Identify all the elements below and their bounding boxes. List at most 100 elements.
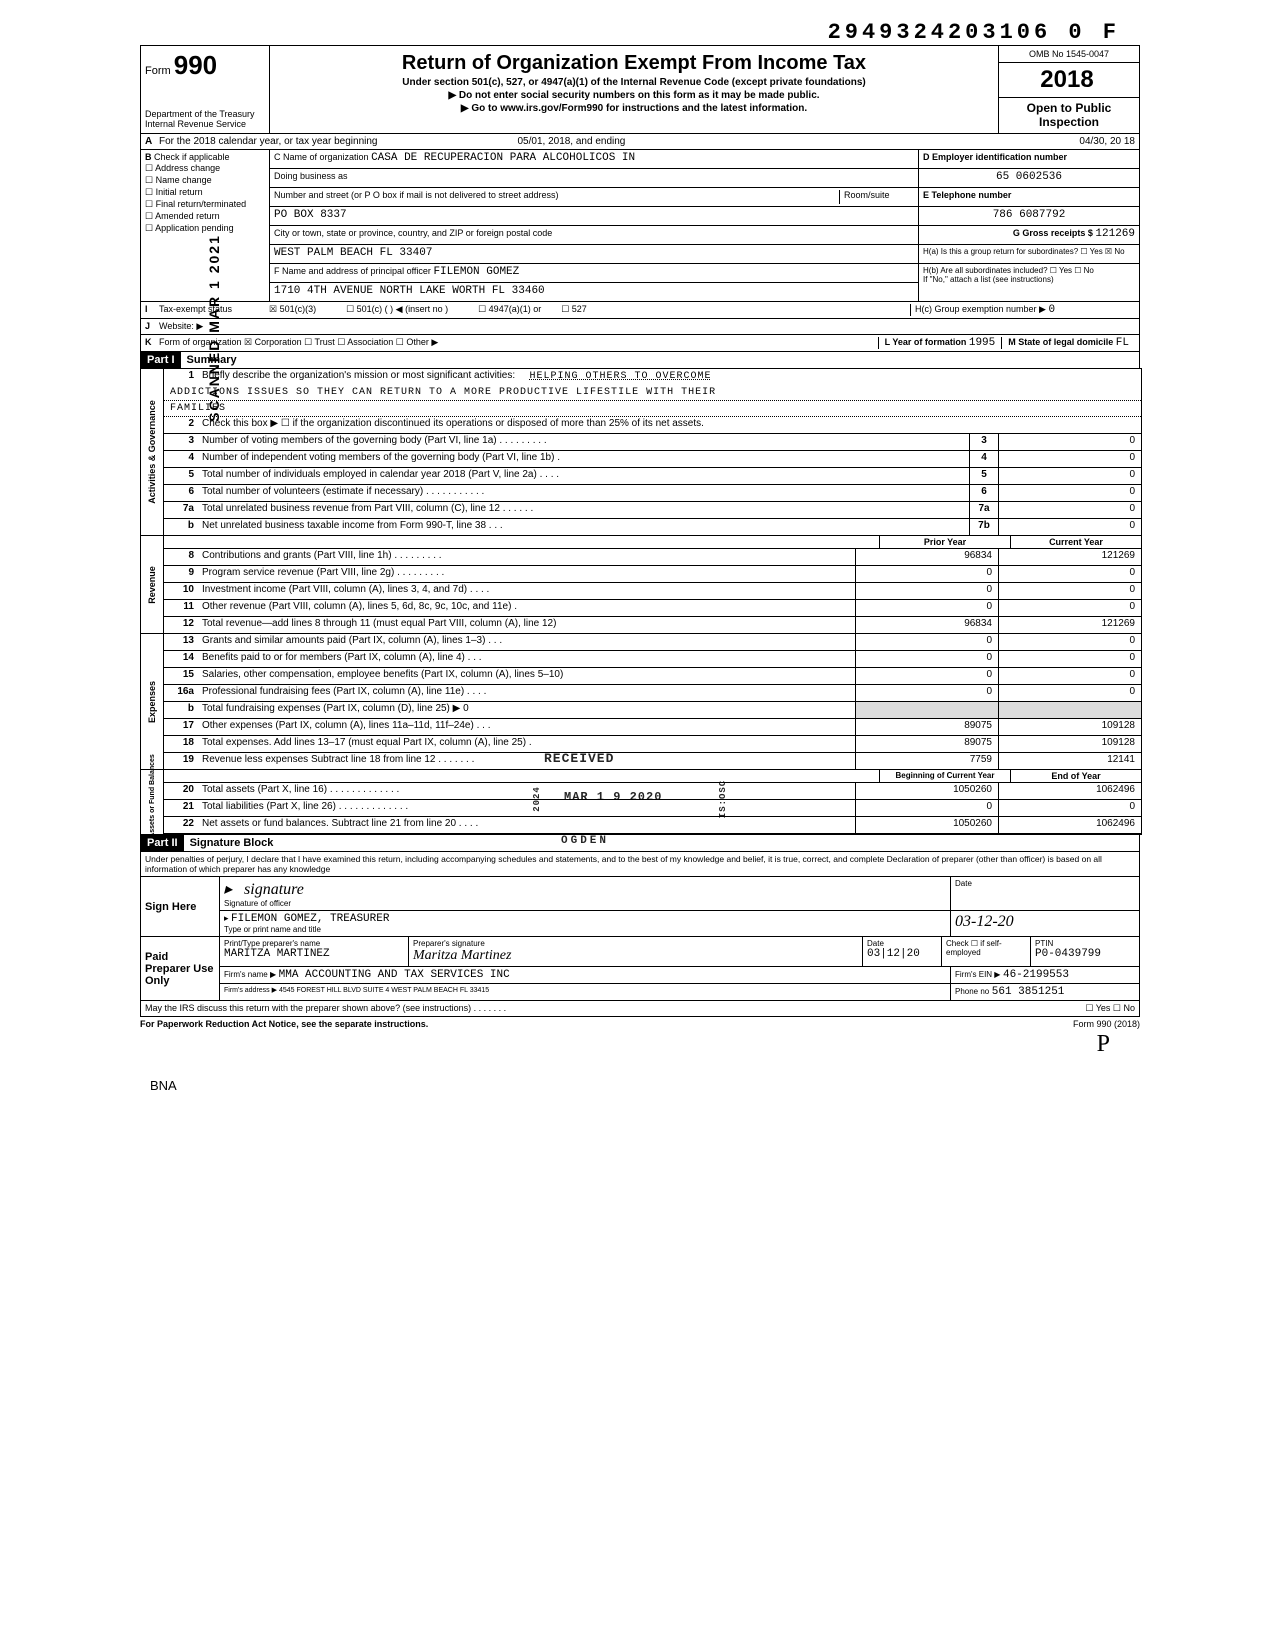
discuss-yn[interactable]: ☐ Yes ☐ No bbox=[1085, 1003, 1135, 1014]
line-19-prior: 7759 bbox=[855, 753, 998, 769]
line-16b-curr bbox=[998, 702, 1141, 718]
hc-value: 0 bbox=[1049, 304, 1056, 316]
line-8-prior: 96834 bbox=[855, 549, 998, 565]
side-expenses: Expenses bbox=[147, 680, 157, 722]
label-i: I bbox=[145, 304, 159, 316]
l-label: L Year of formation bbox=[885, 337, 967, 347]
opt-501c3[interactable]: ☒ 501(c)(3) bbox=[269, 304, 316, 316]
prep-name: MARITZA MARTINEZ bbox=[224, 948, 404, 960]
check-if-self: Check ☐ if self-employed bbox=[942, 937, 1031, 966]
street-label: Number and street (or P O box if mail is… bbox=[274, 190, 839, 204]
firm-name: MMA ACCOUNTING AND TAX SERVICES INC bbox=[279, 969, 510, 981]
line-12-curr: 121269 bbox=[998, 617, 1141, 633]
opt-501c[interactable]: ☐ 501(c) ( ) ◀ (insert no ) bbox=[346, 304, 448, 316]
part-1-header-row: Part I Summary bbox=[140, 351, 1140, 368]
line-22-curr: 1062496 bbox=[998, 817, 1141, 833]
open-public-1: Open to Public bbox=[1027, 101, 1112, 115]
firm-name-label: Firm's name ▶ bbox=[224, 970, 276, 979]
label-k: K bbox=[145, 337, 159, 349]
side-governance: Activities & Governance bbox=[147, 400, 157, 504]
row-j-text: Website: ▶ bbox=[159, 321, 203, 332]
footer-row: For Paperwork Reduction Act Notice, see … bbox=[140, 1017, 1140, 1031]
dept-1: Department of the Treasury bbox=[145, 109, 265, 119]
line-9-prior: 0 bbox=[855, 566, 998, 582]
cb-amended-return[interactable]: Amended return bbox=[145, 211, 265, 222]
row-a-begin: 05/01, 2018, and ending bbox=[517, 136, 625, 147]
dba-label: Doing business as bbox=[274, 171, 348, 181]
line-5-box: 5 bbox=[969, 468, 998, 484]
governance-section: Activities & Governance 1 Briefly descri… bbox=[140, 368, 1142, 535]
received-date: MAR 1 9 2020 bbox=[564, 790, 662, 804]
line-12-desc: Total revenue—add lines 8 through 11 (mu… bbox=[198, 617, 855, 633]
received-2024: 2024 bbox=[532, 786, 542, 812]
row-k: K Form of organization ☒ Corporation ☐ T… bbox=[140, 334, 1140, 351]
subtitle-3: ▶ Go to www.irs.gov/Form990 for instruct… bbox=[274, 103, 994, 114]
line-20-prior: 1050260 bbox=[855, 783, 998, 799]
cb-name-change[interactable]: Name change bbox=[145, 175, 265, 186]
street-value: PO BOX 8337 bbox=[270, 207, 918, 226]
label-a: A bbox=[145, 136, 159, 147]
phone-label: Phone no bbox=[955, 987, 989, 996]
cb-final-return[interactable]: Final return/terminated bbox=[145, 199, 265, 210]
ptin-value: P0-0439799 bbox=[1035, 948, 1135, 960]
prep-signature: Maritza Martinez bbox=[413, 948, 858, 964]
officer-signature: ▸ signature bbox=[224, 879, 946, 899]
sig-date-value: 03-12-20 bbox=[950, 911, 1139, 936]
cb-initial-return[interactable]: Initial return bbox=[145, 187, 265, 198]
label-b: B bbox=[145, 152, 152, 162]
col-b-heading: Check if applicable bbox=[154, 152, 230, 162]
line-11-curr: 0 bbox=[998, 600, 1141, 616]
document-number: 2949324203106 0 F bbox=[140, 20, 1140, 45]
label-j: J bbox=[145, 321, 159, 332]
col-end: End of Year bbox=[1010, 770, 1141, 782]
line-19-curr: 12141 bbox=[998, 753, 1141, 769]
line-14-desc: Benefits paid to or for members (Part IX… bbox=[198, 651, 855, 667]
part-1-header: Part I bbox=[141, 352, 181, 368]
opt-4947[interactable]: ☐ 4947(a)(1) or bbox=[478, 304, 541, 316]
row-j: J Website: ▶ bbox=[140, 318, 1140, 334]
line-7b-desc: Net unrelated business taxable income fr… bbox=[198, 519, 969, 535]
paid-preparer-label: Paid Preparer Use Only bbox=[141, 937, 220, 1000]
line-16a-desc: Professional fundraising fees (Part IX, … bbox=[198, 685, 855, 701]
cb-application-pending[interactable]: Application pending bbox=[145, 223, 265, 234]
firm-addr-label: Firm's address ▶ bbox=[224, 987, 277, 994]
line-10-prior: 0 bbox=[855, 583, 998, 599]
d-value: 65 0602536 bbox=[919, 169, 1139, 188]
city-label: City or town, state or province, country… bbox=[270, 226, 918, 245]
line-13-desc: Grants and similar amounts paid (Part IX… bbox=[198, 634, 855, 650]
g-value: 121269 bbox=[1095, 228, 1135, 240]
line-8-curr: 121269 bbox=[998, 549, 1141, 565]
line-20-desc: Total assets (Part X, line 16) . . . . .… bbox=[198, 783, 855, 799]
col-current: Current Year bbox=[1010, 536, 1141, 548]
row-a-end: 04/30, 20 18 bbox=[1079, 136, 1135, 147]
line-17-prior: 89075 bbox=[855, 719, 998, 735]
line-21-prior: 0 bbox=[855, 800, 998, 816]
line-4-val: 0 bbox=[998, 451, 1141, 467]
c-name-label: C Name of organization bbox=[274, 152, 369, 162]
footer-left: For Paperwork Reduction Act Notice, see … bbox=[140, 1019, 428, 1029]
officer-name: FILEMON GOMEZ, TREASURER bbox=[231, 913, 389, 925]
line-16a-curr: 0 bbox=[998, 685, 1141, 701]
line-14-curr: 0 bbox=[998, 651, 1141, 667]
city-value: WEST PALM BEACH FL 33407 bbox=[270, 245, 918, 264]
m-value: FL bbox=[1116, 337, 1129, 349]
opt-527[interactable]: ☐ 527 bbox=[561, 304, 587, 316]
cb-address-change[interactable]: Address change bbox=[145, 163, 265, 174]
omb-number: OMB No 1545-0047 bbox=[999, 46, 1139, 63]
line-10-desc: Investment income (Part VIII, column (A)… bbox=[198, 583, 855, 599]
f-label: F Name and address of principal officer bbox=[274, 266, 431, 276]
line-10-curr: 0 bbox=[998, 583, 1141, 599]
line-8-desc: Contributions and grants (Part VIII, lin… bbox=[198, 549, 855, 565]
side-revenue: Revenue bbox=[147, 566, 157, 604]
form-title: Return of Organization Exempt From Incom… bbox=[274, 52, 994, 75]
phone-value: 561 3851251 bbox=[992, 986, 1065, 998]
scanned-stamp: SCANNED MAR 1 2021 bbox=[206, 234, 222, 422]
form-number: 990 bbox=[174, 50, 217, 80]
line-18-prior: 89075 bbox=[855, 736, 998, 752]
line-4-box: 4 bbox=[969, 451, 998, 467]
c-name-value: CASA DE RECUPERACION PARA ALCOHOLICOS IN bbox=[371, 152, 635, 164]
f-name: FILEMON GOMEZ bbox=[433, 266, 519, 278]
mission-1: HELPING OTHERS TO OVERCOME bbox=[524, 369, 718, 384]
line-21-curr: 0 bbox=[998, 800, 1141, 816]
line-6-desc: Total number of volunteers (estimate if … bbox=[198, 485, 969, 501]
